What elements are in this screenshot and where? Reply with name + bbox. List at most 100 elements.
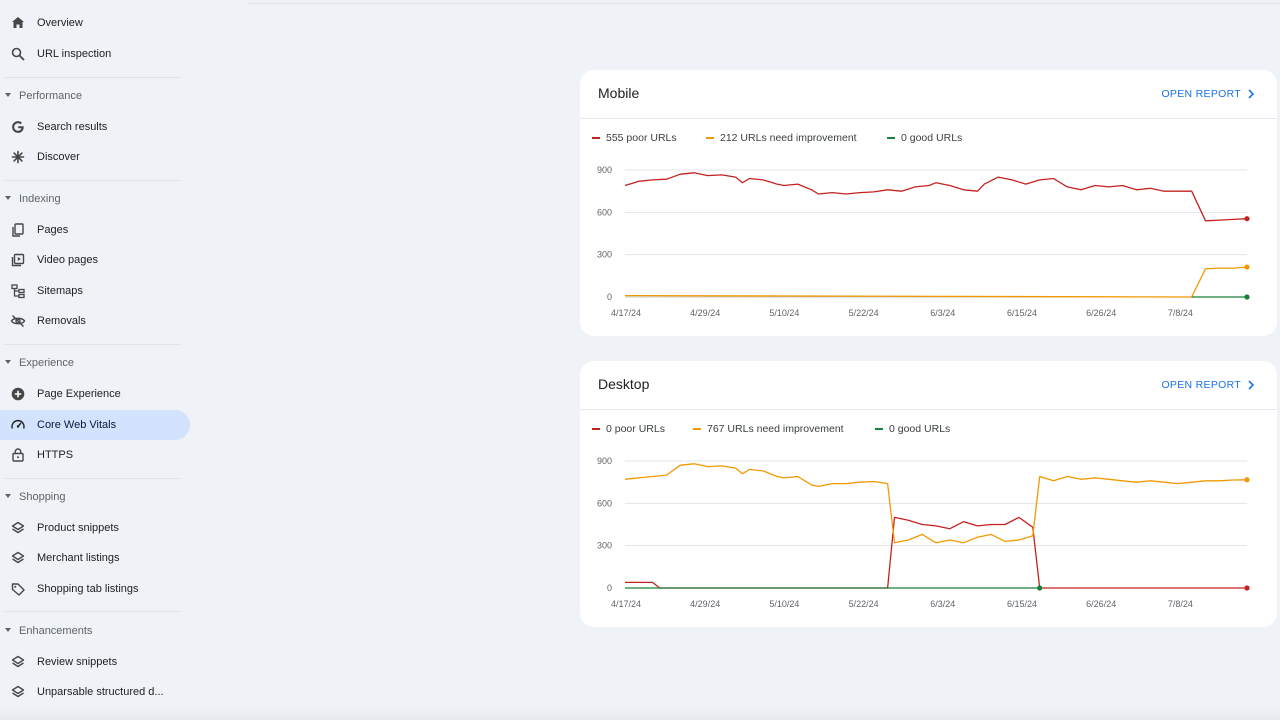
legend-good[interactable]: 0 good URLs <box>887 131 962 145</box>
sidebar-item-sitemaps[interactable]: Sitemaps <box>0 276 190 306</box>
x-tick-label: 5/22/24 <box>849 599 879 609</box>
sidebar-item-product-snippets[interactable]: Product snippets <box>0 513 190 543</box>
layers-icon <box>10 654 26 670</box>
legend-swatch <box>706 137 714 139</box>
x-tick-label: 4/17/24 <box>611 308 641 318</box>
sidebar-item-label: Overview <box>37 17 83 29</box>
chevron-right-icon <box>1248 89 1255 99</box>
pages-icon <box>10 222 26 238</box>
tag-icon <box>10 581 26 597</box>
section-header-enhancements[interactable]: Enhancements <box>0 619 190 643</box>
legend-label: 0 good URLs <box>901 132 963 144</box>
bottom-shade <box>0 708 1280 720</box>
section-header-performance[interactable]: Performance <box>0 84 190 108</box>
y-tick-label: 0 <box>607 583 612 593</box>
caret-down-icon <box>5 628 11 632</box>
sidebar-item-label: Sitemaps <box>37 285 83 297</box>
sidebar-item-unparsable-structured-d[interactable]: Unparsable structured d... <box>0 677 190 707</box>
caret-down-icon <box>5 93 11 97</box>
card-divider <box>580 118 1277 119</box>
series-end-marker-2 <box>1244 294 1250 300</box>
layers-icon <box>10 520 26 536</box>
legend-good[interactable]: 0 good URLs <box>875 422 950 436</box>
sidebar-item-url-inspection[interactable]: URL inspection <box>0 39 190 69</box>
legend-swatch <box>592 428 600 430</box>
sidebar-item-search-results[interactable]: Search results <box>0 112 190 142</box>
sidebar-item-discover[interactable]: Discover <box>0 142 190 172</box>
sidebar-item-label: Merchant listings <box>37 552 120 564</box>
x-tick-label: 4/29/24 <box>690 308 720 318</box>
y-tick-label: 300 <box>597 541 612 551</box>
x-tick-label: 4/29/24 <box>690 599 720 609</box>
sidebar-item-label: Core Web Vitals <box>37 419 117 431</box>
sidebar-item-review-snippets[interactable]: Review snippets <box>0 647 190 677</box>
legend-swatch <box>887 137 895 139</box>
sidebar-item-merchant-listings[interactable]: Merchant listings <box>0 543 190 573</box>
legend-swatch <box>693 428 701 430</box>
y-tick-label: 900 <box>597 456 612 466</box>
open-report-label: OPEN REPORT <box>1161 88 1241 100</box>
caret-down-icon <box>5 196 11 200</box>
layers-icon <box>10 550 26 566</box>
sidebar-item-pages[interactable]: Pages <box>0 215 190 245</box>
sidebar-item-removals[interactable]: Removals <box>0 306 190 336</box>
series-end-marker-0 <box>1244 585 1250 591</box>
legend-needs-improvement[interactable]: 767 URLs need improvement <box>693 422 844 436</box>
y-tick-label: 0 <box>607 292 612 302</box>
x-tick-label: 6/3/24 <box>930 599 955 609</box>
section-label: Indexing <box>19 193 61 205</box>
sidebar-item-label: Pages <box>37 224 69 236</box>
sidebar-item-core-web-vitals[interactable]: Core Web Vitals <box>0 410 190 440</box>
sidebar-item-shopping-tab-listings[interactable]: Shopping tab listings <box>0 574 190 604</box>
desktop-chart: 0 300 600 900 4/17/24 4/29/24 5/10/24 5/22/24 6/… <box>597 456 1250 609</box>
x-tick-label: 5/10/24 <box>769 599 799 609</box>
mobile-card: Mobile OPEN REPORT 555 poor URLs 212 URL… <box>580 70 1277 336</box>
x-tick-label: 6/15/24 <box>1007 308 1037 318</box>
sidebar-nav: Overview URL inspection Performance Search … <box>0 0 192 720</box>
series-line-0 <box>625 516 1247 589</box>
home-icon <box>10 15 26 31</box>
caret-down-icon <box>5 494 11 498</box>
legend-needs-improvement[interactable]: 212 URLs need improvement <box>706 131 857 145</box>
section-header-shopping[interactable]: Shopping <box>0 485 190 509</box>
y-tick-label: 900 <box>597 165 612 175</box>
series-line-1 <box>624 463 1248 544</box>
section-header-indexing[interactable]: Indexing <box>0 187 190 211</box>
section-label: Shopping <box>19 491 66 503</box>
section-header-experience[interactable]: Experience <box>0 351 190 375</box>
legend-poor[interactable]: 555 poor URLs <box>592 131 677 145</box>
legend-poor[interactable]: 0 poor URLs <box>592 422 665 436</box>
chevron-right-icon <box>1248 380 1255 390</box>
sidebar-item-video-pages[interactable]: Video pages <box>0 245 190 275</box>
series-end-marker-1 <box>1244 264 1250 270</box>
sidebar-item-label: Search results <box>37 121 108 133</box>
x-tick-label: 6/26/24 <box>1086 308 1116 318</box>
asterisk-icon <box>10 149 26 165</box>
open-report-button[interactable]: OPEN REPORT <box>1161 88 1255 100</box>
caret-down-icon <box>5 360 11 364</box>
series-line-1 <box>624 266 1248 298</box>
sidebar-item-https[interactable]: HTTPS <box>0 440 190 470</box>
x-tick-label: 5/10/24 <box>769 308 799 318</box>
series-end-marker-0 <box>1244 216 1250 222</box>
sidebar-item-label: Review snippets <box>37 656 118 668</box>
sidebar-item-label: Removals <box>37 315 86 327</box>
sidebar-item-label: Page Experience <box>37 388 121 400</box>
sidebar-item-page-experience[interactable]: Page Experience <box>0 379 190 409</box>
speedometer-icon <box>10 417 26 433</box>
video-page-icon <box>10 252 26 268</box>
nav-divider <box>5 77 181 78</box>
legend-label: 212 URLs need improvement <box>720 132 857 144</box>
layers-icon <box>10 684 26 700</box>
series-line-0 <box>624 172 1248 222</box>
lock-icon <box>10 447 26 463</box>
x-tick-label: 6/26/24 <box>1086 599 1116 609</box>
section-label: Performance <box>19 90 82 102</box>
sidebar-item-label: Discover <box>37 151 80 163</box>
x-tick-label: 7/8/24 <box>1168 599 1193 609</box>
open-report-button[interactable]: OPEN REPORT <box>1161 379 1255 391</box>
sitemap-icon <box>10 283 26 299</box>
y-tick-label: 300 <box>597 250 612 260</box>
sidebar-item-overview[interactable]: Overview <box>0 8 190 38</box>
legend-label: 555 poor URLs <box>606 132 677 144</box>
